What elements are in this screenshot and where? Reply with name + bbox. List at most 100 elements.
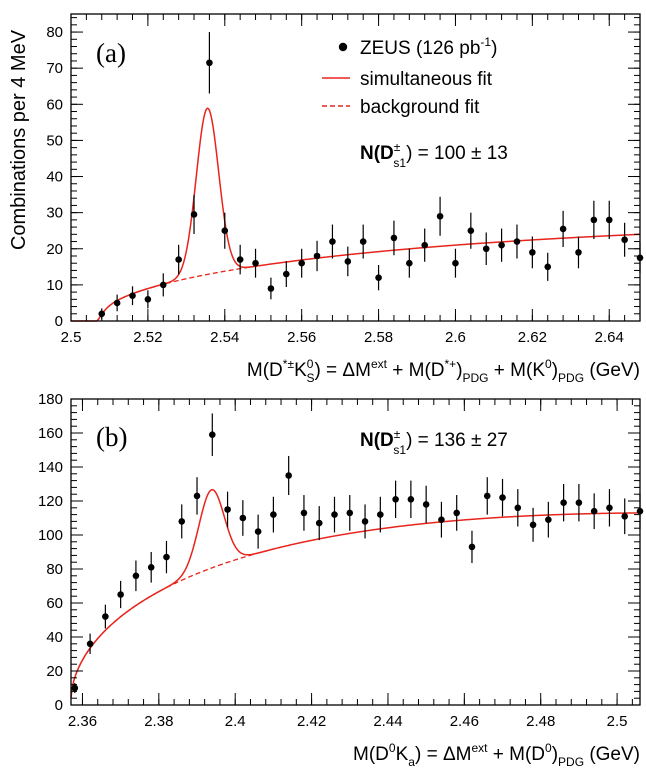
panel-a-data-point [498, 241, 505, 249]
legend-data-marker [338, 42, 348, 52]
panel-b-data-point [438, 516, 445, 523]
panel-b-data-point [285, 472, 292, 479]
panel-b-plot-area [70, 413, 644, 698]
panel-a-data-point [406, 259, 413, 267]
panel-b-data-point [361, 518, 369, 525]
panel-a-data-point [267, 285, 275, 292]
panel-b-data-point [468, 543, 476, 551]
panel-b-x-tick-label: 2.46 [450, 713, 479, 730]
panel-b-data-point [606, 504, 613, 512]
panel-a-x-tick-label: 2.64 [595, 329, 624, 346]
panel-b-y-tick-label: 0 [55, 697, 63, 714]
panel-a-x-tick-label: 2.5 [61, 329, 82, 346]
panel-a-x-tick-label: 2.54 [210, 329, 239, 346]
panel-a-data-point [421, 241, 429, 249]
panel-a-data-point [590, 216, 598, 224]
panel-b-y-tick-label: 20 [46, 663, 63, 680]
panel-b-data-point [132, 572, 140, 580]
panel-a-data-point [575, 249, 582, 256]
panel-a-x-tick-label: 2.56 [287, 329, 316, 346]
panel-a-data-point [452, 259, 459, 267]
panel-b-ticks: 0 20 40 60 80 100 120 140 160 180 2.36 2.38 2.4 2.42 2… [38, 391, 640, 730]
panel-b-data-point [590, 507, 598, 515]
panel-b-data-point [377, 511, 384, 518]
panel-a-data-point [129, 292, 136, 300]
panel-a-data-point [390, 234, 398, 242]
panel-a-y-tick-label: 30 [46, 205, 63, 222]
panel-a-data-point [359, 238, 367, 245]
panel-a-plot-area [71, 32, 644, 322]
panel-b-data-point [560, 499, 567, 507]
panel-b-data-point [529, 521, 537, 529]
panel-b-data-point [300, 509, 308, 517]
panel-b-x-tick-label: 2.48 [526, 713, 555, 730]
panel-b-y-tick-label: 140 [38, 459, 63, 476]
panel-b-data-point [163, 553, 170, 561]
panel-b-data-point [270, 511, 277, 518]
panel-a-x-axis-label: M(D*±K0 S) = ΔMext + M(D*+)PDG + M(K0)PDG… [247, 357, 640, 385]
panel-b-data-point [483, 492, 491, 500]
panel-a-data-point [544, 263, 552, 271]
panel-a-data-point [159, 281, 167, 289]
panel-a-y-tick-label: 40 [46, 169, 63, 186]
panel-b: 0 20 40 60 80 100 120 140 160 180 2.36 2.38 2.4 2.42 2… [38, 391, 644, 768]
panel-a-data-point [298, 259, 305, 267]
panel-a-y-tick-label: 10 [46, 277, 63, 294]
panel-b-data-point [224, 506, 231, 513]
panel-b-x-tick-label: 2.44 [373, 713, 402, 730]
panel-a-y-tick-label: 50 [46, 132, 63, 149]
panel-b-data-point [575, 499, 583, 507]
panel-a-data-point [482, 245, 490, 253]
panel-b-data-point [331, 511, 338, 518]
panel-b-data-point [102, 613, 109, 620]
panel-b-data-point [346, 509, 354, 517]
panel-b-x-tick-label: 2.36 [68, 713, 97, 730]
legend-data-label: ZEUS (126 pb-1) [360, 35, 497, 59]
panel-b-x-tick-label: 2.4 [225, 713, 246, 730]
panel-b-background-fit [70, 549, 268, 698]
panel-b-label: (b) [96, 422, 127, 452]
panel-a-data-point [329, 238, 336, 245]
panel-b-y-tick-label: 40 [46, 629, 63, 646]
panel-b-data-point [193, 492, 201, 500]
panel-b-y-tick-label: 100 [38, 527, 63, 544]
legend: ZEUS (126 pb-1) simultaneous fit backgro… [322, 35, 497, 118]
panel-b-data-point [545, 516, 552, 523]
panel-a-data-point [113, 299, 121, 307]
panel-b-data-point [621, 513, 629, 520]
panel-b-data-point [514, 504, 522, 512]
panel-a-x-tick-label: 2.58 [364, 329, 393, 346]
legend-fit-label: simultaneous fit [360, 69, 493, 90]
panel-a-y-tick-label: 70 [46, 60, 63, 77]
panel-b-data-point [117, 591, 124, 598]
panel-a-data-point [313, 252, 321, 260]
panel-b-data-point [178, 518, 186, 525]
panel-a-simultaneous-fit [71, 107, 641, 322]
panel-b-x-tick-label: 2.42 [297, 713, 326, 730]
panel-a-data-point [221, 227, 229, 235]
panel-a-data-point [559, 225, 567, 233]
panel-a-x-tick-label: 2.52 [133, 329, 162, 346]
panel-a-data-point [144, 296, 152, 303]
panel-b-y-tick-label: 180 [38, 391, 63, 408]
panel-a-data-point [621, 236, 628, 244]
panel-b-y-tick-label: 80 [46, 561, 63, 578]
panel-a-data-point [206, 59, 213, 67]
panel-a-data-point [344, 258, 352, 265]
panel-b-yield-annotation: N(D± s1) = 136 ± 27 [360, 427, 508, 457]
panel-a-data-point [236, 256, 244, 263]
panel-a-yield-annotation: N(D± s1) = 100 ± 13 [360, 140, 508, 170]
panel-a-y-tick-label: 60 [46, 96, 63, 113]
panel-a-y-tick-label: 0 [55, 313, 63, 330]
panel-a-data-point [98, 310, 106, 318]
panel-a-x-tick-label: 2.6 [445, 329, 466, 346]
panel-b-data-point [499, 494, 506, 501]
panel-b-data-point [407, 496, 415, 503]
panel-b-data-point [239, 514, 247, 522]
panel-a-data-point [175, 256, 182, 263]
panel-b-data-point [422, 501, 430, 508]
legend-background-label: background fit [360, 97, 480, 118]
panel-a-frame [70, 13, 641, 322]
panel-b-data-point [147, 564, 155, 571]
panel-a-y-tick-label: 80 [46, 24, 63, 41]
